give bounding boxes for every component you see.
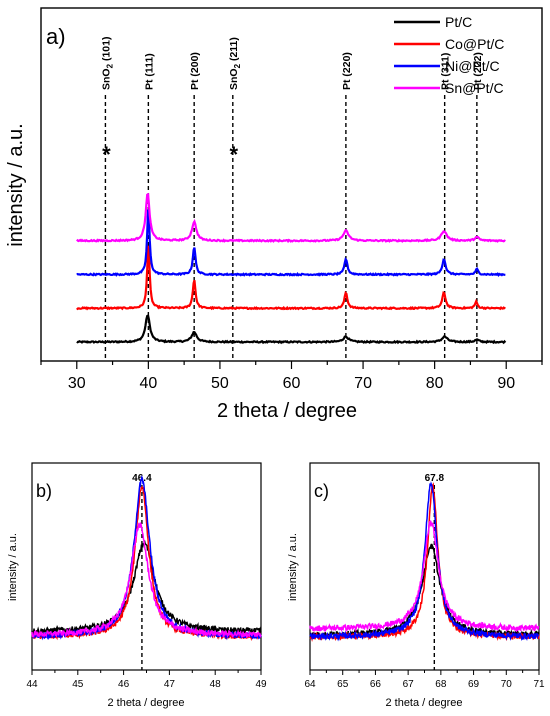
series-line bbox=[309, 519, 540, 633]
panel-b-label: b) bbox=[36, 481, 52, 501]
x-tick-label: 49 bbox=[255, 679, 267, 690]
panel-a-legend: Pt/C Co@Pt/C Ni@Pt/C Sn@Pt/C bbox=[394, 14, 504, 96]
panel-c-xlabel: 2 theta / degree bbox=[385, 697, 462, 709]
panel-c: c) 67.8 64 65 66 67 68 69 70 71 2 theta / degre… bbox=[287, 462, 545, 709]
x-tick-label: 45 bbox=[72, 679, 84, 690]
x-tick-label: 70 bbox=[354, 375, 372, 392]
panel-a: a) SnO2 (101) * Pt (111) Pt (200) SnO2 (211)… bbox=[5, 7, 543, 422]
legend-label: Sn@Pt/C bbox=[445, 80, 504, 96]
x-tick-label: 30 bbox=[68, 375, 86, 392]
panel-c-frame bbox=[309, 462, 540, 671]
x-tick-label: 68 bbox=[435, 679, 447, 690]
legend-label: Pt/C bbox=[445, 14, 472, 30]
panel-a-ylabel: intensity / a.u. bbox=[5, 123, 27, 246]
x-tick-label: 67 bbox=[403, 679, 415, 690]
x-tick-label: 66 bbox=[370, 679, 382, 690]
reference-line-label: Pt (200) bbox=[189, 52, 201, 90]
x-tick-label: 65 bbox=[337, 679, 349, 690]
panel-a-xlabel: 2 theta / degree bbox=[217, 400, 357, 422]
reference-line-label: SnO2 (211) bbox=[228, 37, 242, 90]
panel-a-label: a) bbox=[46, 24, 66, 49]
series-line bbox=[76, 192, 506, 244]
reference-line-label: SnO2 (101) bbox=[100, 37, 114, 90]
panel-b-xlabel: 2 theta / degree bbox=[107, 697, 184, 709]
x-tick-label: 48 bbox=[210, 679, 222, 690]
x-tick-label: 47 bbox=[164, 679, 176, 690]
x-tick-label: 70 bbox=[501, 679, 513, 690]
panel-b-ylabel: intensity / a.u. bbox=[7, 533, 19, 601]
panel-a-series bbox=[76, 192, 507, 345]
panel-b: b) 46.4 44 45 46 47 48 49 2 theta / degree in… bbox=[7, 462, 267, 709]
x-tick-label: 64 bbox=[304, 679, 316, 690]
panel-a-x-ticks: 30 40 50 60 70 80 90 bbox=[40, 361, 543, 392]
series-line bbox=[76, 313, 507, 345]
panel-b-series bbox=[31, 475, 262, 642]
panel-c-x-ticks: 64 65 66 67 68 69 70 71 bbox=[304, 670, 545, 690]
reference-line-label: Pt (220) bbox=[341, 52, 353, 90]
panel-c-series bbox=[309, 481, 540, 643]
x-tick-label: 80 bbox=[426, 375, 444, 392]
panel-a-reference-lines: SnO2 (101) * Pt (111) Pt (200) SnO2 (211) * Pt… bbox=[100, 37, 484, 361]
legend-label: Co@Pt/C bbox=[445, 36, 504, 52]
x-tick-label: 44 bbox=[26, 679, 38, 690]
x-tick-label: 90 bbox=[497, 375, 515, 392]
x-tick-label: 60 bbox=[283, 375, 301, 392]
impurity-star: * bbox=[230, 142, 239, 167]
series-line bbox=[76, 245, 506, 311]
x-tick-label: 69 bbox=[468, 679, 480, 690]
panel-b-x-ticks: 44 45 46 47 48 49 bbox=[26, 670, 267, 690]
panel-c-label: c) bbox=[314, 481, 329, 501]
reference-line-label: Pt (111) bbox=[143, 53, 155, 90]
x-tick-label: 46 bbox=[118, 679, 130, 690]
x-tick-label: 71 bbox=[533, 679, 545, 690]
x-tick-label: 50 bbox=[211, 375, 229, 392]
x-tick-label: 40 bbox=[139, 375, 157, 392]
reference-line-label: Pt (311) bbox=[440, 53, 452, 90]
legend-label: Ni@Pt/C bbox=[445, 58, 500, 74]
series-line bbox=[76, 209, 506, 277]
panel-c-ylabel: intensity / a.u. bbox=[287, 533, 299, 601]
impurity-star: * bbox=[102, 142, 111, 167]
series-line bbox=[31, 521, 262, 639]
peak-marker-label: 67.8 bbox=[425, 473, 445, 484]
reference-line-label: Pt (222) bbox=[472, 52, 484, 90]
series-line bbox=[309, 481, 540, 642]
